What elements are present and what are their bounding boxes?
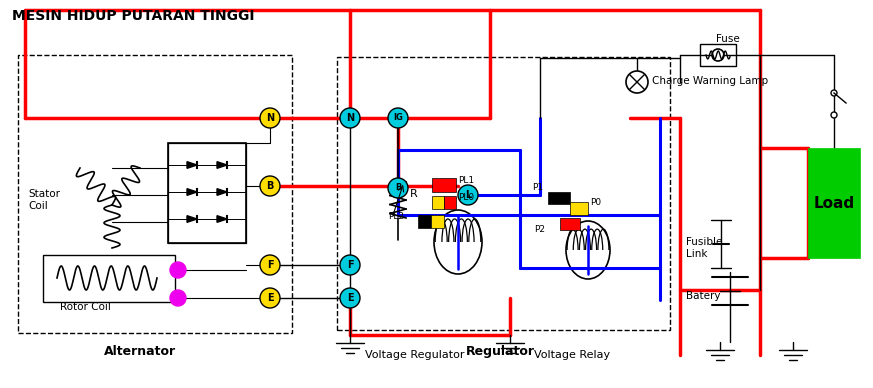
Text: Stator
Coil: Stator Coil — [28, 189, 60, 211]
Text: N: N — [346, 113, 354, 123]
Bar — [560, 218, 580, 230]
Circle shape — [170, 262, 186, 278]
Text: Charge Warning Lamp: Charge Warning Lamp — [652, 76, 768, 86]
Text: B: B — [395, 184, 402, 192]
Ellipse shape — [434, 210, 482, 274]
Text: Batery: Batery — [686, 291, 720, 301]
Ellipse shape — [566, 221, 610, 279]
Text: P1: P1 — [532, 183, 543, 192]
Bar — [431, 215, 444, 228]
Bar — [700, 44, 736, 66]
Text: E: E — [266, 293, 273, 303]
Circle shape — [260, 176, 280, 196]
Text: N: N — [266, 113, 274, 123]
Text: PL2: PL2 — [388, 212, 404, 221]
Polygon shape — [217, 189, 227, 195]
Bar — [444, 196, 456, 209]
Circle shape — [388, 108, 408, 128]
Text: E: E — [347, 293, 354, 303]
Text: Alternator: Alternator — [104, 345, 176, 358]
Circle shape — [260, 288, 280, 308]
Text: Regulator: Regulator — [465, 345, 534, 358]
Bar — [18, 55, 292, 333]
Text: B: B — [266, 181, 274, 191]
Circle shape — [340, 108, 360, 128]
Text: Fuse: Fuse — [716, 34, 739, 44]
Circle shape — [712, 49, 724, 61]
Text: Voltage Regulator: Voltage Regulator — [365, 350, 464, 360]
Circle shape — [340, 288, 360, 308]
Text: R: R — [410, 189, 418, 199]
Text: Rotor Coil: Rotor Coil — [60, 302, 111, 312]
Circle shape — [260, 255, 280, 275]
Circle shape — [831, 90, 837, 96]
Bar — [548, 192, 570, 204]
Bar — [43, 255, 175, 302]
Circle shape — [340, 255, 360, 275]
Text: IG: IG — [393, 114, 403, 123]
Polygon shape — [217, 162, 227, 168]
Text: F: F — [266, 260, 273, 270]
Polygon shape — [217, 216, 227, 222]
Text: Voltage Relay: Voltage Relay — [534, 350, 610, 360]
Bar — [808, 148, 860, 258]
Bar — [337, 57, 670, 330]
Text: Load: Load — [814, 196, 855, 211]
Text: MESIN HIDUP PUTARAN TINGGI: MESIN HIDUP PUTARAN TINGGI — [12, 9, 255, 23]
Polygon shape — [187, 189, 197, 195]
Bar — [432, 178, 456, 192]
Bar — [570, 202, 588, 215]
Polygon shape — [187, 162, 197, 168]
Bar — [432, 196, 444, 209]
Text: Fusible
Link: Fusible Link — [686, 237, 722, 259]
Polygon shape — [187, 216, 197, 222]
Text: F: F — [347, 260, 354, 270]
Circle shape — [260, 108, 280, 128]
Text: P2: P2 — [534, 225, 545, 234]
Circle shape — [458, 185, 478, 205]
Bar — [418, 215, 431, 228]
Text: PL0: PL0 — [458, 193, 474, 202]
Circle shape — [626, 71, 648, 93]
Bar — [168, 143, 246, 243]
Circle shape — [388, 178, 408, 198]
Text: PL1: PL1 — [458, 176, 474, 185]
Text: L: L — [465, 190, 471, 200]
Circle shape — [170, 290, 186, 306]
Circle shape — [831, 112, 837, 118]
Text: P0: P0 — [590, 198, 601, 207]
